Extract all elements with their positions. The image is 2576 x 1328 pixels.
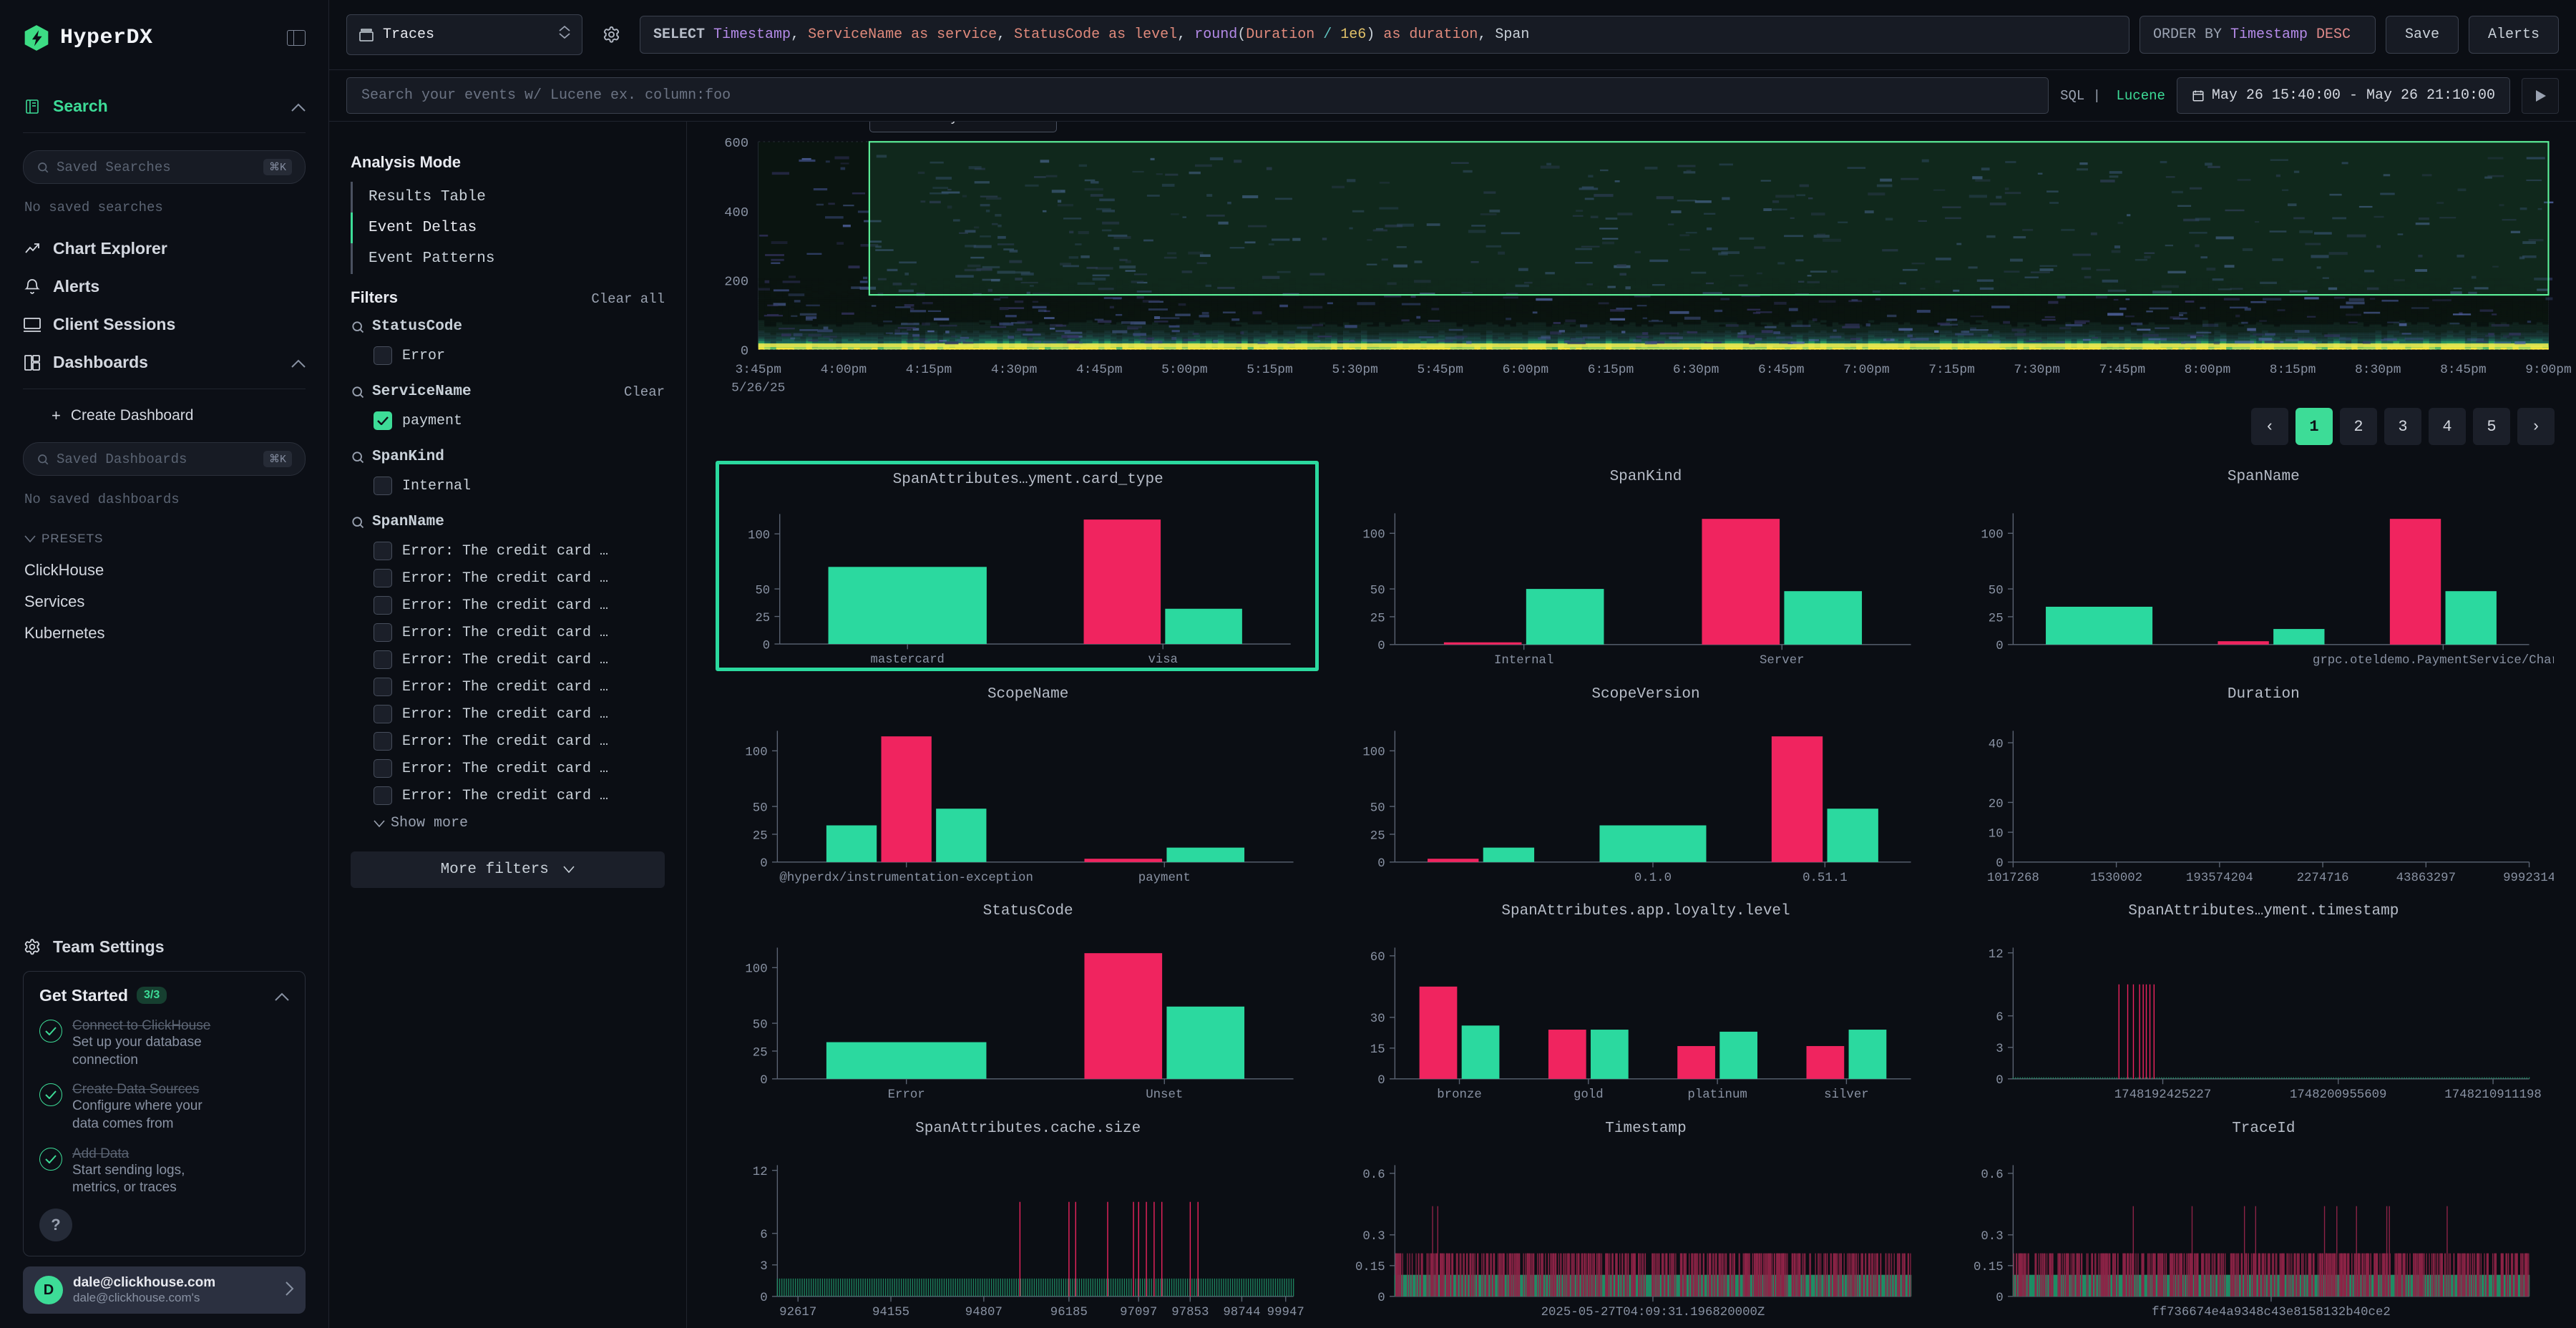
svg-text:7:30pm: 7:30pm — [2014, 363, 2060, 377]
svg-text:7:15pm: 7:15pm — [1928, 363, 1975, 377]
svg-text:7:45pm: 7:45pm — [2099, 363, 2146, 377]
svg-text:600: 600 — [724, 135, 748, 151]
svg-text:5:45pm: 5:45pm — [1418, 363, 1464, 377]
svg-text:3:45pm: 3:45pm — [736, 363, 782, 377]
svg-text:6:30pm: 6:30pm — [1673, 363, 1719, 377]
svg-text:5:15pm: 5:15pm — [1246, 363, 1293, 377]
svg-text:8:30pm: 8:30pm — [2355, 363, 2401, 377]
svg-text:5:00pm: 5:00pm — [1161, 363, 1208, 377]
svg-text:6:15pm: 6:15pm — [1588, 363, 1634, 377]
svg-text:6:45pm: 6:45pm — [1758, 363, 1805, 377]
svg-text:200: 200 — [724, 274, 748, 290]
svg-text:8:00pm: 8:00pm — [2185, 363, 2231, 377]
svg-text:400: 400 — [724, 205, 748, 220]
svg-text:8:15pm: 8:15pm — [2270, 363, 2316, 377]
svg-text:4:45pm: 4:45pm — [1076, 363, 1123, 377]
svg-text:0: 0 — [741, 343, 748, 358]
svg-text:6:00pm: 6:00pm — [1503, 363, 1549, 377]
svg-text:4:00pm: 4:00pm — [821, 363, 867, 377]
svg-text:9:00pm: 9:00pm — [2525, 363, 2572, 377]
svg-text:8:45pm: 8:45pm — [2440, 363, 2487, 377]
svg-text:5/26/25: 5/26/25 — [731, 381, 785, 396]
svg-text:7:00pm: 7:00pm — [1843, 363, 1890, 377]
svg-text:4:15pm: 4:15pm — [906, 363, 952, 377]
svg-text:4:30pm: 4:30pm — [991, 363, 1038, 377]
svg-text:5:30pm: 5:30pm — [1332, 363, 1378, 377]
